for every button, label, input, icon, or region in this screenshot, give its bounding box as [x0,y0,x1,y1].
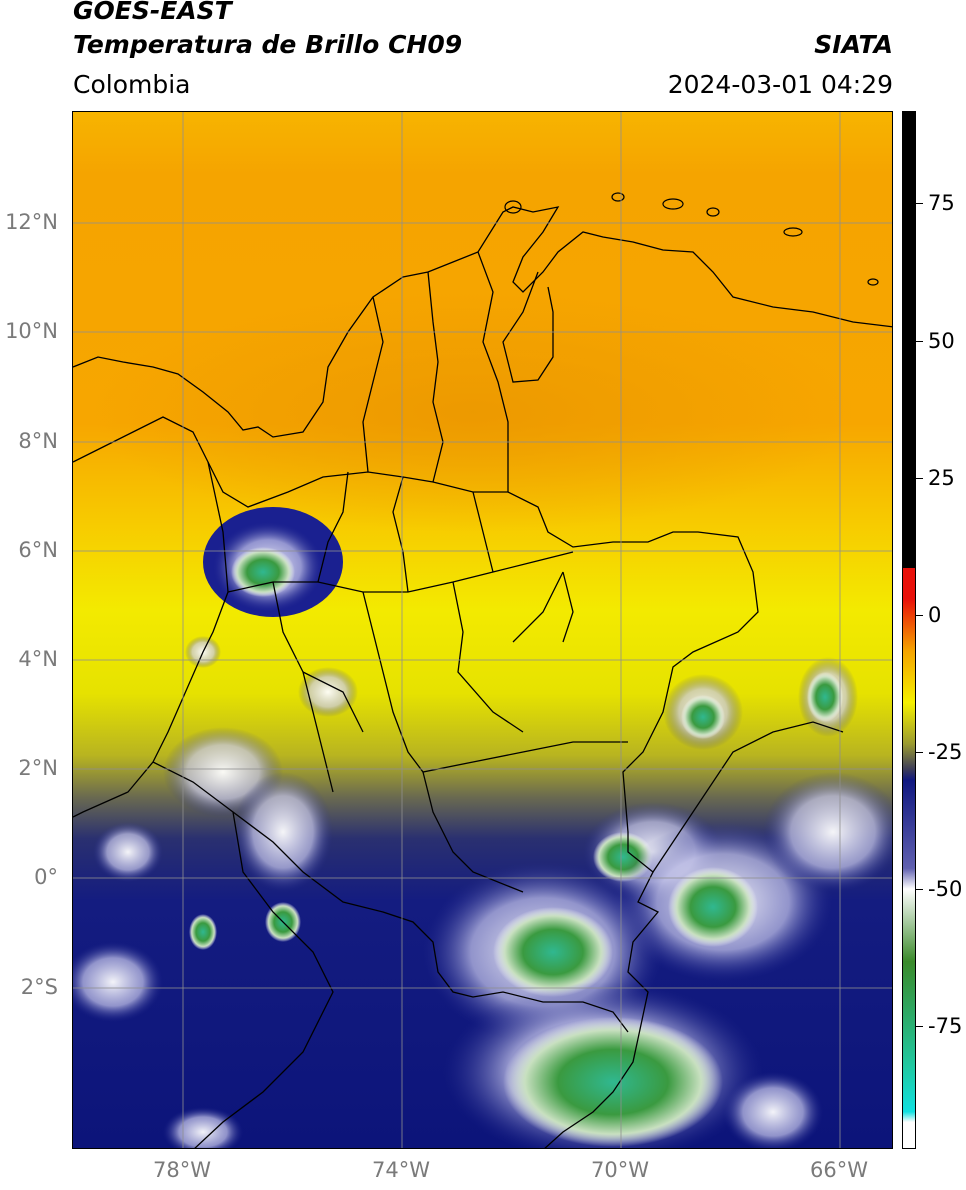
lat-label-4n: 4°N [18,647,58,671]
colorbar-label-minus25: -25 [928,740,963,764]
lat-label-2s: 2°S [20,975,58,999]
colorbar-tick-50 [916,341,923,342]
boundaries [73,206,892,1148]
graticule [73,112,892,1148]
lat-label-0: 0° [34,865,58,889]
colorbar-tick-0 [916,615,923,616]
timestamp-label: 2024-03-01 04:29 [667,70,893,99]
region-label: Colombia [73,70,191,99]
lat-label-10n: 10°N [5,319,58,343]
lat-label-12n: 12°N [5,210,58,234]
lon-label-70w: 70°W [591,1158,649,1182]
colorbar-label-50: 50 [928,329,955,353]
title-satellite: GOES-EAST [73,0,232,25]
colorbar-tick-minus25 [916,752,923,753]
cloud-tops [73,507,892,1148]
colorbar-tick-75 [916,203,923,204]
colorbar-label-minus75: -75 [928,1014,963,1038]
map-canvas [73,112,892,1148]
lat-label-8n: 8°N [18,429,58,453]
lon-label-66w: 66°W [810,1158,868,1182]
colorbar-tick-25 [916,478,923,479]
colorbar [902,111,916,1149]
colorbar-label-25: 25 [928,466,955,490]
organization-label: SIATA [814,30,893,59]
title-product: Temperatura de Brillo CH09 [73,30,463,59]
colorbar-tick-minus50 [916,889,923,890]
brightness-temperature-map [72,111,893,1149]
lon-label-74w: 74°W [372,1158,430,1182]
colorbar-label-75: 75 [928,191,955,215]
warm-region [93,292,853,532]
colorbar-label-0: 0 [928,603,942,627]
colorbar-tick-minus75 [916,1026,923,1027]
lon-label-78w: 78°W [153,1158,211,1182]
islands [504,192,879,286]
lat-label-2n: 2°N [18,756,58,780]
lat-label-6n: 6°N [18,538,58,562]
colorbar-label-minus50: -50 [928,877,963,901]
